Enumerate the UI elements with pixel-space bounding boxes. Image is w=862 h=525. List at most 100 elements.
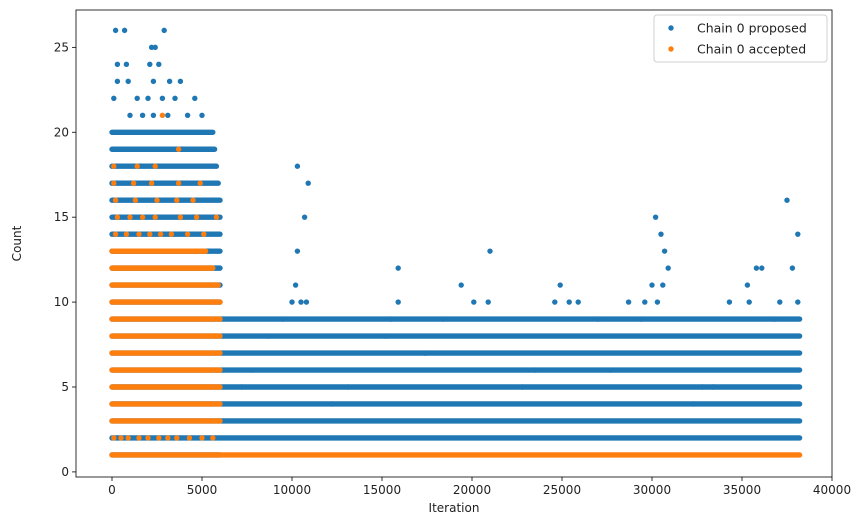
legend: Chain 0 proposed Chain 0 accepted [653,14,828,63]
series-0-point-35 [395,299,401,305]
series-0-point-78 [265,333,272,339]
series-1-point-37 [134,163,140,169]
y-tick-label-4: 20 [54,125,69,139]
series-0-point-58 [726,299,733,305]
series-0-point-6 [123,61,130,68]
x-tick-label-7: 35000 [723,483,761,497]
series-0-point-27 [305,180,311,186]
series-1-point-10 [210,435,216,441]
series-0-point-2 [161,27,167,34]
series-0-point-71 [422,350,428,356]
series-0-point-37 [382,333,389,339]
series-1-point-19 [114,214,121,220]
series-1-point-32 [130,180,137,186]
plot-background [76,10,832,477]
series-0-point-79 [280,316,286,322]
series-1-point-14 [147,231,153,237]
x-tick-label-0: 0 [108,483,116,497]
series-0-point-41 [485,299,491,305]
series-1-point-12 [123,231,130,237]
series-1-point-25 [213,214,220,220]
series-0-point-62 [759,265,765,271]
series-0-point-72 [519,384,526,390]
series-0-point-46 [575,299,581,305]
series-0-point-63 [777,299,783,305]
x-tick-label-5: 25000 [543,483,581,497]
series-1-point-7 [174,435,180,441]
series-1-point-40 [159,112,166,118]
series-1-point-33 [148,180,155,186]
series-1-point-30 [190,197,196,203]
y-tick-label-1: 5 [61,380,69,394]
series-1-point-2 [125,435,131,441]
series-0-point-50 [652,214,659,220]
series-0-point-17 [159,95,166,102]
series-0-point-77 [710,384,716,390]
series-1-point-34 [175,180,182,186]
series-0-point-76 [699,384,706,390]
series-1-point-24 [193,214,200,220]
series-0-point-38 [440,316,446,322]
series-0-point-43 [557,282,563,288]
series-1 [109,112,803,458]
series-1-point-36 [111,163,117,169]
series-0-point-67 [795,299,801,305]
series-0-point-69 [345,384,351,390]
y-axis-label: Count [10,225,24,261]
series-1-point-0 [111,435,117,441]
series-1-point-6 [165,435,171,441]
series-0-point-20 [127,112,133,118]
x-tick-label-1: 5000 [187,483,218,497]
series-1-point-11 [112,231,119,237]
series-0-point-64 [784,197,790,203]
x-axis-label: Iteration [429,501,480,515]
series-0-point-48 [625,299,632,305]
series-0-point-5 [114,61,121,68]
legend-label-proposed: Chain 0 proposed [697,21,807,36]
series-1-point-17 [184,231,191,237]
series-1-point-28 [154,197,160,203]
series-0-point-54 [649,282,655,288]
series-1-point-15 [157,231,164,237]
series-0-point-19 [192,95,198,102]
legend-box [653,14,828,63]
series-1-point-3 [136,435,142,441]
series-1-point-31 [111,180,117,186]
series-1-point-5 [156,435,162,441]
series-0-point-56 [642,299,648,305]
y-tick-label-2: 10 [54,295,69,309]
series-0-point-55 [660,282,666,288]
series-1-point-20 [127,214,133,220]
series-0-point-57 [654,299,661,305]
x-tick-label-8: 40000 [813,483,851,497]
series-0-point-68 [771,316,778,322]
series-0-point-45 [566,299,572,305]
series-0-point-59 [744,282,751,288]
series-0-point-73 [532,367,538,373]
data-marks [109,27,803,458]
series-0-point-65 [789,265,796,271]
series-0-point-44 [552,299,558,305]
series-0-point-12 [166,78,173,85]
series-1-point-16 [168,231,175,237]
series-0-point-75 [690,401,697,407]
series-0-point-8 [156,61,162,68]
series-1-point-9 [199,435,205,441]
x-tick-label-2: 10000 [273,483,311,497]
legend-marker-accepted [668,46,674,52]
series-0-point-32 [289,299,295,305]
series-1-point-1 [118,435,124,441]
series-0-point-51 [658,231,664,237]
series-0-point-26 [294,163,301,169]
series-0-point-24 [184,112,191,118]
series-0-point-29 [294,248,301,254]
series-0-point-74 [607,367,614,373]
series-1-point-23 [177,214,184,220]
series-0-point-4 [152,44,158,51]
series-0-point-60 [746,299,752,305]
series-0-point-18 [172,95,178,102]
series-0-point-23 [165,112,171,118]
series-0-point-9 [114,78,121,85]
series-0-point-42 [487,248,493,254]
